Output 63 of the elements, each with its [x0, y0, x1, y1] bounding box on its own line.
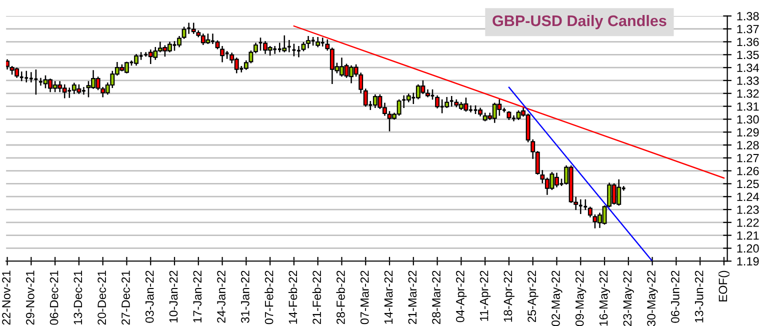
- candlestick: [316, 37, 320, 48]
- y-tick-label: 1.28: [737, 141, 759, 150]
- x-tick-label: 13-Dec-21: [74, 270, 82, 324]
- x-tick-label: 28-Feb-22: [336, 270, 345, 324]
- x-tick-label: 20-Dec-21: [98, 270, 106, 325]
- candlestick: [363, 88, 368, 107]
- candlestick: [282, 35, 287, 52]
- x-tick-label: 14-Mar-22: [384, 270, 393, 324]
- x-tick-label: 21-Mar-22: [408, 270, 417, 324]
- x-tick-label: 31-Jan-22: [240, 270, 250, 323]
- candlestick: [444, 97, 450, 108]
- x-tick-label: 28-Mar-22: [432, 270, 440, 324]
- candlestick: [134, 54, 139, 66]
- candlestick: [306, 36, 311, 48]
- y-tick-label: 1.36: [737, 38, 759, 46]
- y-tick-label: 1.22: [737, 218, 759, 227]
- y-tick-label: 1.34: [737, 64, 759, 72]
- x-tick-label: 06-Jun-22: [671, 270, 680, 323]
- candlestick: [6, 59, 10, 70]
- candlestick: [220, 46, 225, 62]
- y-tick-label: 1.21: [737, 231, 759, 240]
- y-tick-label: 1.27: [737, 154, 759, 162]
- x-tick-label: 07-Feb-22: [264, 270, 274, 324]
- chart-title: GBP-USD Daily Candles: [492, 14, 666, 30]
- x-tick-label: 09-May-22: [575, 270, 586, 326]
- x-tick-label: 24-Jan-22: [217, 270, 226, 323]
- x-tick-label: 10-Jan-22: [169, 270, 178, 322]
- y-tick-label: 1.35: [737, 50, 759, 60]
- candlestick: [191, 22, 196, 34]
- y-tick-label: 1.33: [737, 76, 759, 85]
- y-tick-label: 1.31: [737, 102, 759, 111]
- x-tick-label: 30-May-22: [647, 270, 658, 326]
- y-tick-label: 1.26: [737, 166, 759, 176]
- x-tick-label: 29-Nov-21: [26, 270, 34, 325]
- y-tick-label: 1.30: [737, 115, 759, 124]
- x-tick-label: 16-May-22: [599, 270, 610, 326]
- y-tick-label: 1.19: [737, 257, 759, 266]
- y-tick-label: 1.38: [737, 12, 759, 20]
- x-tick-label: 21-Feb-22: [312, 270, 322, 324]
- y-tick-label: 1.23: [737, 206, 759, 214]
- x-tick-label: 18-Apr-22: [504, 270, 514, 322]
- x-tick-label: 03-Jan-22: [145, 270, 154, 323]
- x-tick-label: 14-Feb-22: [288, 270, 298, 324]
- x-tick-label: 02-May-22: [552, 270, 562, 326]
- x-tick-label: 04-Apr-22: [456, 270, 467, 322]
- x-tick-label: EOF(): [718, 270, 730, 302]
- x-tick-label: 22-Nov-21: [2, 270, 10, 325]
- y-tick-label: 1.20: [737, 244, 759, 253]
- y-tick-label: 1.29: [737, 128, 759, 136]
- y-tick-label: 1.32: [737, 89, 759, 98]
- x-tick-label: 07-Mar-22: [360, 270, 369, 324]
- y-tick-label: 1.37: [737, 24, 759, 34]
- x-tick-label: 25-Apr-22: [528, 270, 538, 322]
- x-tick-label: 13-Jun-22: [694, 270, 704, 322]
- x-tick-label: 06-Dec-21: [50, 270, 58, 325]
- x-tick-label: 23-May-22: [623, 270, 634, 326]
- candlestick: [435, 95, 440, 108]
- y-tick-label: 1.25: [737, 180, 759, 188]
- x-tick-label: 17-Jan-22: [193, 270, 202, 322]
- candlestick: [254, 42, 258, 54]
- x-tick-label: 11-Apr-22: [480, 270, 491, 321]
- y-tick-label: 1.24: [737, 192, 759, 201]
- x-tick-label: 27-Dec-21: [122, 270, 130, 325]
